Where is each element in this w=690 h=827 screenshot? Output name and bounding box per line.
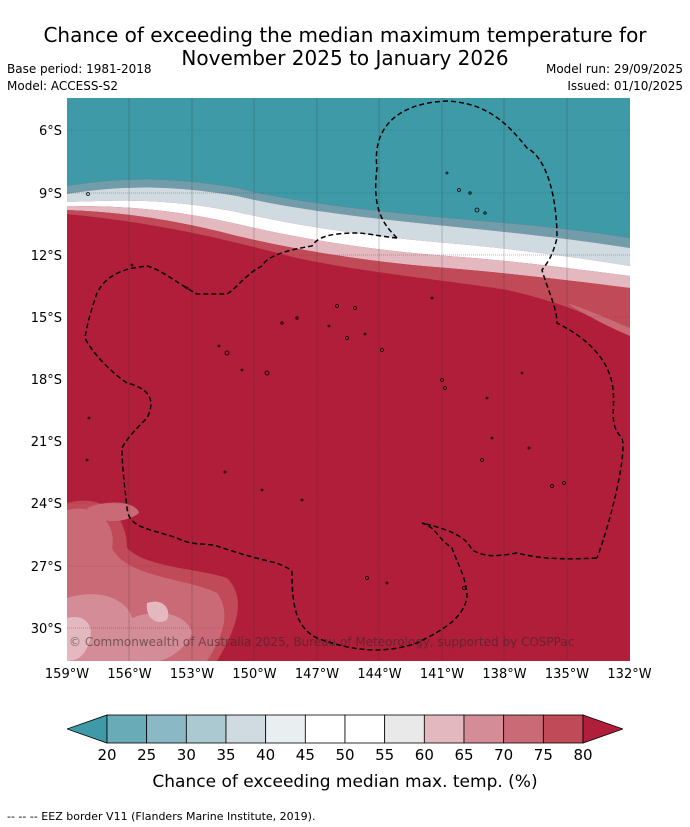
latitude-tick: 18°S	[30, 373, 62, 388]
colorbar-cell	[265, 714, 306, 744]
colorbar-tick: 30	[176, 746, 196, 764]
colorbar-cell	[542, 714, 584, 744]
colorbar-tick: 50	[335, 746, 355, 764]
longitude-tick: 141°W	[419, 667, 465, 682]
longitude-tick: 150°W	[232, 667, 277, 682]
model-name: Model: ACCESS-S2	[7, 79, 119, 93]
model-run: Model run: 29/09/2025	[545, 62, 683, 76]
colorbar-cell	[423, 714, 465, 744]
band-60-65-lowerleft	[67, 594, 192, 661]
longitude-tick: 156°W	[107, 667, 152, 682]
band-below-20	[67, 98, 630, 238]
longitude-tick: 138°W	[482, 667, 527, 682]
colorbar-cell	[304, 714, 346, 744]
latitude-tick: 12°S	[30, 249, 62, 264]
colorbar-cell	[146, 714, 187, 744]
colorbar-high-extension	[582, 714, 623, 744]
colorbar-cell	[463, 714, 505, 744]
latitude-tick: 21°S	[30, 435, 62, 450]
band-30-40	[67, 187, 630, 266]
colorbar-tick: 70	[494, 746, 514, 764]
colorbar-tick: 20	[97, 746, 117, 764]
colorbar-cell	[106, 714, 148, 744]
colorbar-label: Chance of exceeding median max. temp. (%…	[152, 772, 538, 792]
colorbar-tick: 75	[533, 746, 553, 764]
latitude-tick: 9°S	[38, 187, 62, 202]
colorbar-tick: 25	[137, 746, 157, 764]
colorbar	[67, 714, 623, 744]
colorbar-tick: 60	[414, 746, 434, 764]
colorbar-cell	[503, 714, 544, 744]
band-65-70-upperleft	[87, 502, 139, 522]
issued-date: Issued: 01/10/2025	[567, 79, 683, 93]
band-20-25	[67, 179, 630, 248]
longitude-tick: 159°W	[44, 667, 90, 682]
band-55-60-lowerleft	[67, 601, 169, 661]
probability-map: © Commonwealth of Australia 2025, Bureau…	[67, 98, 630, 661]
colorbar-cell	[185, 714, 227, 744]
eez-border-marquesas	[375, 100, 624, 559]
latitude-tick: 15°S	[30, 311, 62, 326]
map-title-line1: Chance of exceeding the median maximum t…	[43, 23, 647, 47]
longitude-tick: 147°W	[294, 667, 340, 682]
band-55-65	[67, 206, 630, 288]
eez-borders	[84, 100, 624, 651]
colorbar-tick: 45	[295, 746, 315, 764]
colorbar-tick: 40	[256, 746, 276, 764]
colorbar-tick: 55	[375, 746, 395, 764]
colorbar-cell	[384, 714, 425, 744]
latitude-tick: 24°S	[30, 497, 62, 512]
latitude-tick: 27°S	[30, 560, 62, 575]
colorbar-cell	[225, 714, 267, 744]
eez-border-polynesia	[84, 232, 598, 651]
latitude-tick: 30°S	[30, 622, 62, 637]
colorbar-low-extension	[67, 714, 108, 744]
band-40-55	[67, 200, 630, 276]
islands	[85, 171, 566, 590]
latitude-tick: 6°S	[38, 124, 62, 139]
longitude-tick: 132°W	[607, 667, 652, 682]
base-period: Base period: 1981-2018	[7, 62, 152, 76]
longitude-tick: 144°W	[357, 667, 402, 682]
colorbar-cell	[344, 714, 386, 744]
band-75-80-right	[567, 303, 630, 336]
meridians	[128, 98, 568, 661]
copyright-notice: © Commonwealth of Australia 2025, Bureau…	[69, 635, 575, 649]
colorbar-tick: 35	[216, 746, 236, 764]
map-title-line2: November 2025 to January 2026	[181, 46, 509, 70]
colorbar-cells	[106, 714, 584, 744]
longitude-tick: 135°W	[544, 667, 590, 682]
map-canvas	[67, 98, 630, 661]
longitude-tick: 153°W	[169, 667, 215, 682]
eez-legend: -- -- -- EEZ border V11 (Flanders Marine…	[7, 810, 316, 823]
colorbar-tick: 80	[573, 746, 593, 764]
colorbar-tick: 65	[454, 746, 474, 764]
